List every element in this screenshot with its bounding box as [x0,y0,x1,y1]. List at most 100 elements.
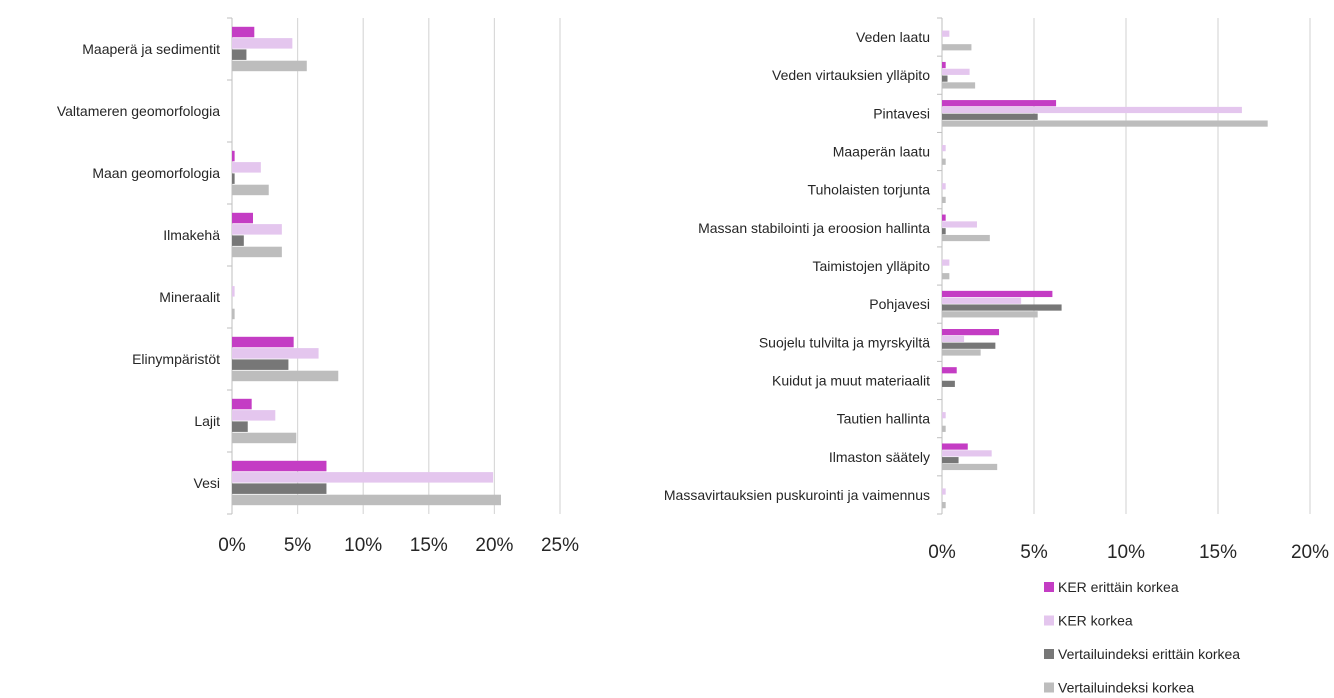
category-label: Pohjavesi [869,296,930,312]
category-label: Veden virtauksien ylläpito [772,67,930,83]
category-label: Taimistojen ylläpito [813,258,931,274]
bar [232,235,244,246]
bar [942,297,1022,304]
bar [232,348,319,359]
category-label: Massan stabilointi ja eroosion hallinta [698,220,930,236]
category-label: Maan geomorfologia [92,165,220,181]
bar [942,68,970,75]
bar [942,273,950,280]
category-label: Mineraalit [159,289,220,305]
category-label: Tautien hallinta [837,411,931,427]
legend-label: Vertailuindeksi korkea [1058,680,1194,696]
bar [942,367,957,374]
bar [942,183,946,190]
category-label: Kuidut ja muut materiaalit [772,372,930,388]
category-label: Maaperän laatu [833,144,930,160]
bar [232,26,255,38]
bar [232,38,293,49]
bar [942,349,981,356]
legend-swatch [1044,582,1054,592]
bar [942,30,950,37]
right-bar-chart: 0% 5% 10% 15% 20% Veden laatu Veden virtauksie… [664,17,1329,563]
bar [232,421,248,432]
bar [232,308,235,320]
bar [942,100,1057,107]
bar [942,61,946,69]
bar [942,214,946,221]
x-tick-label: 0% [218,535,246,556]
bar [232,432,297,444]
bar [942,443,968,450]
x-tick-label: 20% [1291,542,1329,563]
x-tick-label: 5% [284,535,312,556]
bar [942,113,1038,120]
category-label: Suojelu tulvilta ja myrskyiltä [759,334,930,350]
bar [942,234,990,242]
bar [942,342,996,349]
legend-swatch [1044,649,1054,659]
bar [232,359,289,370]
bar [942,335,965,343]
bar [942,145,946,152]
bar [942,120,1268,127]
bar [232,184,269,196]
category-label: Maaperä ja sedimentit [82,41,220,57]
bar [942,196,946,203]
legend-swatch [1044,682,1054,693]
bar [942,158,946,165]
bar [942,329,1000,336]
bar [942,457,959,464]
bar [942,44,972,51]
bar [232,410,276,421]
bar [232,483,327,494]
legend-label: Vertailuindeksi erittäin korkea [1058,646,1240,662]
bar [232,224,282,235]
x-tick-label: 15% [410,535,448,556]
bar [232,286,235,297]
bar [942,488,946,495]
bar [942,311,1038,318]
bar [942,259,950,266]
x-tick-label: 0% [928,542,956,563]
bar [942,412,946,419]
x-tick-label: 15% [1199,542,1237,563]
left-bar-chart: 0% 5% 10% 15% 20% 25% Maaperä ja sedimentit Val… [57,17,579,556]
bar [942,304,1062,311]
x-tick-label: 25% [541,535,579,556]
category-label: Tuholaisten torjunta [808,182,931,198]
legend-swatch [1044,615,1054,626]
bar [232,370,339,382]
bar [232,162,261,173]
legend: KER erittäin korkea KER korkea Vertailuind… [1044,579,1240,696]
category-label: Vesi [194,475,220,491]
x-tick-label: 20% [475,535,513,556]
bar [942,221,977,228]
bar [942,425,946,432]
bar [232,60,307,72]
bar [232,173,235,184]
bar [232,460,327,472]
bar [232,212,253,224]
category-label: Valtameren geomorfologia [57,103,220,119]
bar [942,463,998,471]
bar [232,472,494,483]
x-tick-label: 5% [1020,542,1048,563]
category-label: Ilmaston säätely [829,449,930,465]
bar [942,75,948,82]
bar [232,49,247,60]
category-label: Veden laatu [856,29,930,45]
legend-label: KER erittäin korkea [1058,579,1179,595]
x-tick-label: 10% [1107,542,1145,563]
bar [942,228,946,235]
x-tick-label: 10% [344,535,382,556]
bar [942,106,1242,114]
bar [942,502,946,509]
bar [942,450,992,457]
category-label: Elinympäristöt [132,351,220,367]
category-label: Massavirtauksien puskurointi ja vaimennu… [664,487,930,503]
bar [232,494,501,506]
bar [942,290,1053,298]
category-label: Lajit [194,413,220,429]
bar [232,398,252,410]
